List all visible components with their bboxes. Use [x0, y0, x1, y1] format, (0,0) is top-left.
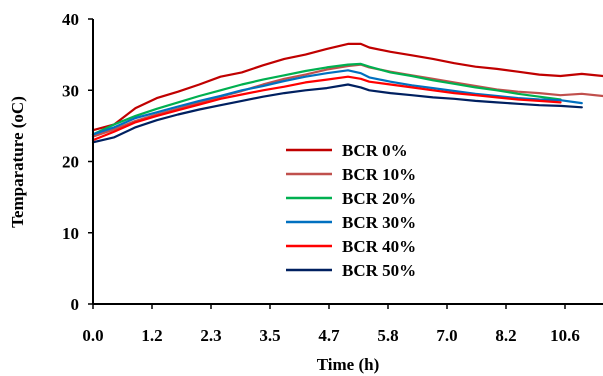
x-tick-label: 10.6 [550, 326, 580, 345]
legend-label: BCR 40% [342, 237, 416, 256]
series-line-bcr-30 [91, 69, 583, 136]
y-tick-label: 10 [62, 224, 79, 243]
x-tick-label: 1.2 [141, 326, 162, 345]
x-axis-title: Time (h) [317, 355, 380, 374]
y-tick-label: 20 [62, 153, 79, 172]
legend-label: BCR 20% [342, 189, 416, 208]
x-tick-label: 2.3 [200, 326, 221, 345]
legend-label: BCR 0% [342, 141, 408, 160]
ticks-layer: 0 10 20 30 40 0.0 1.2 2.3 3.5 4.7 5.8 7.0 8.2 10.6 [62, 10, 580, 345]
y-tick-label: 0 [71, 295, 80, 314]
x-tick-label: 4.7 [318, 326, 340, 345]
series-line-bcr-40 [91, 75, 562, 142]
series-line-bcr-20 [91, 62, 562, 136]
legend-label: BCR 10% [342, 165, 416, 184]
x-tick-label: 3.5 [259, 326, 280, 345]
y-tick-label: 40 [62, 10, 79, 29]
series-layer [91, 42, 603, 144]
series-line-bcr-0 [91, 42, 603, 132]
x-tick-label: 5.8 [377, 326, 398, 345]
legend-label: BCR 50% [342, 261, 416, 280]
x-tick-label: 8.2 [495, 326, 516, 345]
y-tick-label: 30 [62, 81, 79, 100]
legend: BCR 0% BCR 10% BCR 20% BCR 30% BCR 40% BCR 50… [286, 141, 416, 280]
y-axis-title: Temparature (oC) [8, 96, 27, 228]
x-tick-label: 0.0 [82, 326, 103, 345]
legend-label: BCR 30% [342, 213, 416, 232]
series-line-bcr-50 [91, 83, 583, 144]
x-tick-label: 7.0 [436, 326, 457, 345]
